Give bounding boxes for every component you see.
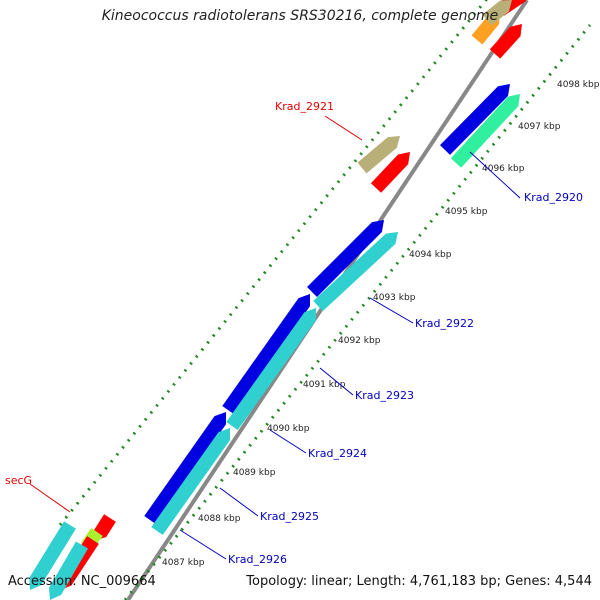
gene-arrow[interactable] [489, 24, 522, 59]
ruler-tick-label: 4098 kbp [557, 80, 600, 90]
gene-arrow[interactable] [29, 521, 76, 590]
ruler-tick-label: 4097 kbp [518, 122, 561, 132]
gene-leader-line [469, 151, 521, 199]
ruler-tick-label: 4095 kbp [445, 207, 488, 217]
ruler-tick-label: 4087 kbp [162, 558, 205, 568]
gene-arrow[interactable] [48, 541, 89, 600]
gene-arrow[interactable] [151, 428, 230, 536]
gene-label[interactable]: Krad_2925 [260, 510, 319, 523]
gene-label[interactable]: Krad_2921 [275, 100, 334, 113]
gene-arrow[interactable] [357, 136, 400, 174]
ruler-tick-label: 4090 kbp [267, 424, 310, 434]
ruler-tick-label: 4092 kbp [338, 336, 381, 346]
gene-arrow[interactable] [144, 412, 226, 525]
track-dots-inner [123, 24, 592, 600]
ruler-tick-label: 4089 kbp [233, 468, 276, 478]
ruler-tick-label: 4094 kbp [409, 250, 452, 260]
gene-arrow[interactable] [307, 220, 384, 297]
gene-arrow[interactable] [450, 94, 520, 168]
gene-label[interactable]: Krad_2923 [355, 389, 414, 402]
track-dots-outer [58, 0, 488, 526]
gene-leader-line [319, 367, 354, 396]
gene-arrow[interactable] [222, 294, 310, 415]
gene-label[interactable]: Krad_2926 [228, 553, 287, 566]
gene-leader-line [179, 529, 227, 560]
ruler-tick-label: 4091 kbp [303, 380, 346, 390]
gene-arrow[interactable] [94, 514, 116, 540]
genome-title: Kineococcus radiotolerans SRS30216, comp… [101, 8, 499, 24]
gene-leader-line [324, 115, 363, 141]
ruler-tick-label: 4088 kbp [198, 514, 241, 524]
ruler-tick-label: 4096 kbp [482, 164, 525, 174]
gene-leader-line [29, 483, 71, 513]
gene-arrow[interactable] [226, 308, 316, 431]
gene-arrow[interactable] [440, 84, 510, 155]
accession-text: Accession: NC_009664 [8, 574, 156, 589]
gene-label[interactable]: Krad_2920 [524, 191, 583, 204]
gene-label[interactable]: Krad_2922 [415, 317, 474, 330]
gene-leader-line [369, 297, 414, 324]
gene-leader-line [269, 429, 307, 454]
topology-text: Topology: linear; Length: 4,761,183 bp; … [246, 574, 592, 589]
gene-label[interactable]: Krad_2924 [308, 447, 367, 460]
gene-leader-line [219, 487, 259, 517]
gene-arrow[interactable] [482, 0, 512, 26]
ruler-tick-label: 4093 kbp [373, 293, 416, 303]
gene-arrow[interactable] [313, 232, 398, 312]
gene-arrow[interactable] [370, 152, 410, 193]
gene-label[interactable]: secG [5, 474, 32, 487]
